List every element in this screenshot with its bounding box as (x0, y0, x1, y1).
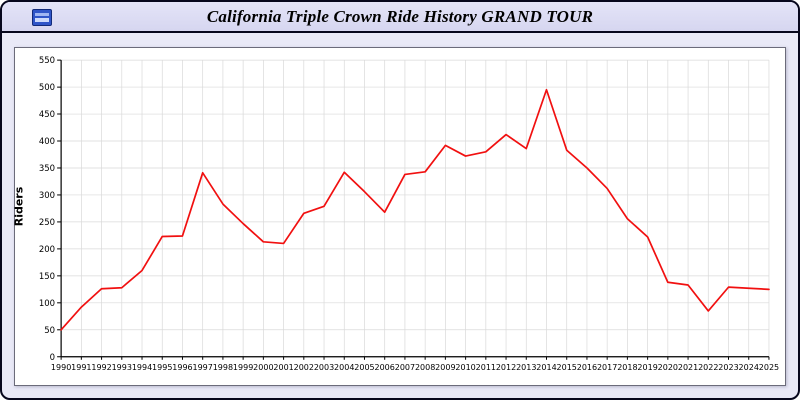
svg-text:250: 250 (39, 218, 55, 228)
svg-text:150: 150 (39, 272, 55, 282)
svg-text:350: 350 (39, 164, 55, 174)
app-icon (32, 9, 52, 26)
svg-text:550: 550 (39, 56, 55, 66)
svg-text:2005: 2005 (354, 363, 374, 372)
svg-text:2024: 2024 (739, 363, 759, 372)
svg-text:2015: 2015 (557, 363, 577, 372)
svg-text:100: 100 (39, 299, 55, 309)
svg-text:2011: 2011 (476, 363, 496, 372)
svg-text:2007: 2007 (395, 363, 415, 372)
svg-text:1991: 1991 (71, 363, 91, 372)
chart-panel: Riders 1990 1991 1992 1993 1994 1995 1996 1997 1… (12, 47, 786, 386)
svg-text:1994: 1994 (132, 363, 152, 372)
svg-text:300: 300 (39, 191, 55, 201)
title-bar: California Triple Crown Ride History GRA… (2, 2, 798, 33)
svg-text:2021: 2021 (678, 363, 698, 372)
svg-text:2014: 2014 (536, 363, 556, 372)
svg-text:1992: 1992 (91, 363, 111, 372)
svg-text:2012: 2012 (496, 363, 516, 372)
svg-text:2025: 2025 (759, 363, 779, 372)
svg-text:2000: 2000 (253, 363, 273, 372)
svg-text:2018: 2018 (617, 363, 637, 372)
svg-text:2003: 2003 (314, 363, 334, 372)
svg-text:0: 0 (50, 353, 55, 363)
svg-text:2008: 2008 (415, 363, 435, 372)
svg-text:500: 500 (39, 83, 55, 93)
window-title: California Triple Crown Ride History GRA… (206, 6, 594, 26)
svg-text:2004: 2004 (334, 363, 354, 372)
ride-history-chart: 1990 1991 1992 1993 1994 1995 1996 1997 1998 1999… (39, 56, 779, 372)
svg-text:50: 50 (44, 326, 55, 336)
svg-text:2002: 2002 (294, 363, 314, 372)
svg-text:2019: 2019 (637, 363, 657, 372)
svg-text:2023: 2023 (718, 363, 738, 372)
svg-text:2006: 2006 (375, 363, 395, 372)
svg-text:1997: 1997 (192, 363, 212, 372)
svg-text:2013: 2013 (516, 363, 536, 372)
svg-text:2017: 2017 (597, 363, 617, 372)
svg-text:1998: 1998 (213, 363, 233, 372)
svg-text:200: 200 (39, 245, 55, 255)
svg-text:1999: 1999 (233, 363, 253, 372)
svg-text:2022: 2022 (698, 363, 718, 372)
svg-text:2009: 2009 (435, 363, 455, 372)
svg-text:1996: 1996 (172, 363, 192, 372)
svg-text:2016: 2016 (577, 363, 597, 372)
svg-text:2010: 2010 (455, 363, 475, 372)
svg-text:450: 450 (39, 110, 55, 120)
svg-text:1993: 1993 (112, 363, 132, 372)
svg-text:2020: 2020 (658, 363, 678, 372)
svg-text:2001: 2001 (273, 363, 293, 372)
svg-text:1990: 1990 (51, 363, 71, 372)
svg-text:400: 400 (39, 137, 55, 147)
svg-text:1995: 1995 (152, 363, 172, 372)
